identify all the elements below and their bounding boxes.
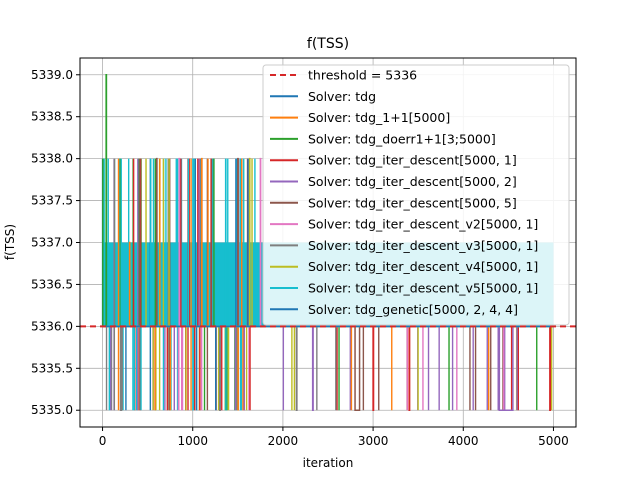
- y-axis-label: f(TSS): [3, 224, 17, 260]
- legend-label: Solver: tdg_iter_descent_v3[5000, 1]: [308, 238, 538, 253]
- x-tick-label: 4000: [448, 434, 479, 448]
- y-tick-label: 5336.0: [31, 319, 73, 333]
- legend-label: Solver: tdg: [308, 89, 376, 104]
- legend: threshold = 5336 Solver: tdg Solver: tdg_1…: [262, 64, 570, 326]
- y-tick-label: 5336.5: [31, 277, 73, 291]
- legend-label: threshold = 5336: [308, 68, 417, 83]
- legend-label: Solver: tdg_iter_descent_v2[5000, 1]: [308, 217, 538, 232]
- legend-label: Solver: tdg_iter_descent[5000, 2]: [308, 174, 517, 189]
- legend-label: Solver: tdg_doerr1+1[3;5000]: [308, 131, 496, 146]
- legend-label: Solver: tdg_genetic[5000, 2, 4, 4]: [308, 302, 518, 317]
- x-tick-label: 1000: [177, 434, 208, 448]
- x-axis-ticks: 0 1000 2000 3000 4000 5000: [99, 427, 569, 448]
- legend-label: Solver: tdg_iter_descent[5000, 1]: [308, 153, 517, 168]
- legend-label: Solver: tdg_iter_descent[5000, 5]: [308, 195, 517, 210]
- legend-label: Solver: tdg_iter_descent_v4[5000, 1]: [308, 259, 538, 274]
- y-tick-label: 5335.0: [31, 403, 73, 417]
- x-tick-label: 0: [99, 434, 107, 448]
- y-tick-label: 5337.0: [31, 236, 73, 250]
- series-line: [102, 325, 554, 411]
- series-line: [102, 157, 554, 411]
- legend-label: Solver: tdg_1+1[5000]: [308, 110, 450, 125]
- legend-box: [262, 64, 570, 326]
- x-axis-label: iteration: [303, 456, 354, 470]
- y-tick-label: 5338.5: [31, 110, 73, 124]
- series-line: [102, 325, 554, 411]
- chart-title: f(TSS): [307, 36, 349, 52]
- y-tick-label: 5338.0: [31, 152, 73, 166]
- x-tick-label: 5000: [538, 434, 569, 448]
- y-tick-label: 5339.0: [31, 68, 73, 82]
- x-tick-label: 3000: [358, 434, 389, 448]
- y-tick-label: 5335.5: [31, 361, 73, 375]
- x-tick-label: 2000: [268, 434, 299, 448]
- legend-label: Solver: tdg_iter_descent_v5[5000, 1]: [308, 281, 538, 296]
- y-tick-label: 5337.5: [31, 194, 73, 208]
- y-axis-ticks: 5335.0 5335.5 5336.0 5336.5 5337.0 5337.5 5338…: [31, 68, 80, 417]
